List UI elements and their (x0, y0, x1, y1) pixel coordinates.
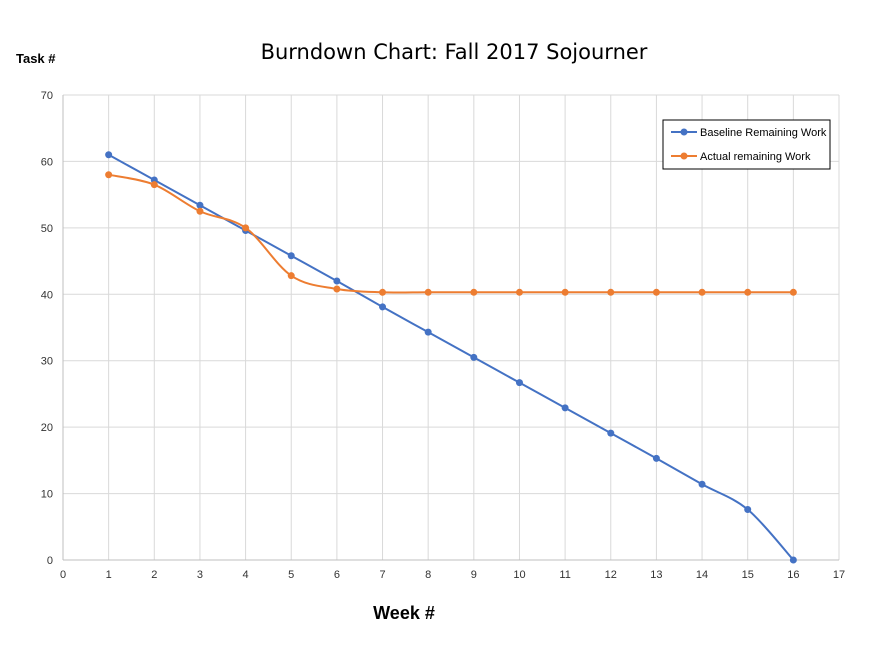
data-point-baseline-week-11 (561, 404, 569, 412)
data-point-actual-week-1 (105, 171, 113, 179)
x-tick-label-5: 5 (288, 569, 294, 581)
series-layer (105, 151, 797, 564)
data-point-actual-week-10 (515, 288, 523, 296)
x-tick-label-13: 13 (650, 569, 662, 581)
data-point-baseline-week-8 (424, 328, 432, 336)
data-point-baseline-week-10 (515, 379, 523, 387)
x-tick-label-10: 10 (513, 569, 525, 581)
legend-label-actual: Actual remaining Work (700, 151, 811, 163)
legend: Baseline Remaining Work Actual remaining… (662, 119, 831, 170)
gridlines (63, 94, 840, 560)
x-tick-label-0: 0 (60, 569, 66, 581)
x-tick-label-11: 11 (559, 569, 570, 581)
data-point-baseline-week-14 (698, 480, 706, 488)
data-point-actual-week-13 (652, 288, 660, 296)
data-point-baseline-week-9 (470, 353, 478, 361)
x-tick-label-6: 6 (334, 569, 340, 581)
y-tick-label-60: 60 (41, 156, 53, 168)
data-point-actual-week-5 (287, 272, 295, 280)
series-line-actual (108, 173, 794, 294)
data-point-baseline-week-12 (607, 429, 615, 437)
data-point-actual-week-3 (196, 207, 204, 215)
y-tick-label-30: 30 (41, 356, 53, 368)
data-point-actual-week-11 (561, 288, 569, 296)
legend-marker-baseline (680, 128, 688, 136)
x-tick-label-14: 14 (696, 569, 708, 581)
data-point-actual-week-9 (470, 288, 478, 296)
y-tick-label-50: 50 (41, 223, 53, 235)
data-point-actual-week-8 (424, 288, 432, 296)
data-point-actual-week-2 (150, 181, 158, 189)
x-tick-label-16: 16 (787, 569, 799, 581)
chart-title: Burndown Chart: Fall 2017 Sojourner (261, 40, 648, 64)
x-tick-label-8: 8 (425, 569, 431, 581)
data-point-actual-week-16 (789, 288, 797, 296)
y-axis-title: Task # (16, 51, 56, 66)
x-tick-label-9: 9 (471, 569, 477, 581)
x-tick-label-2: 2 (151, 569, 157, 581)
data-point-baseline-week-7 (379, 303, 387, 311)
data-point-actual-week-7 (379, 288, 387, 296)
y-tick-label-40: 40 (41, 289, 53, 301)
data-point-baseline-week-15 (744, 506, 752, 514)
data-point-baseline-week-5 (287, 252, 295, 260)
legend-box (662, 119, 831, 170)
y-tick-label-20: 20 (41, 422, 53, 434)
x-tick-label-12: 12 (605, 569, 617, 581)
x-tick-label-3: 3 (197, 569, 203, 581)
data-point-baseline-week-16 (789, 556, 797, 564)
x-tick-label-4: 4 (243, 569, 249, 581)
x-axis-title: Week # (373, 603, 435, 623)
data-point-actual-week-4 (242, 224, 250, 232)
legend-marker-actual (680, 152, 688, 160)
data-point-baseline-week-6 (333, 277, 341, 285)
y-tick-label-70: 70 (41, 90, 53, 102)
y-tick-label-0: 0 (47, 555, 53, 567)
data-point-actual-week-12 (607, 288, 615, 296)
data-point-actual-week-14 (698, 288, 706, 296)
data-point-baseline-week-1 (105, 151, 113, 159)
legend-label-baseline: Baseline Remaining Work (700, 127, 827, 139)
data-point-actual-week-6 (333, 285, 341, 293)
y-tick-label-10: 10 (41, 489, 53, 501)
x-tick-label-17: 17 (833, 569, 845, 581)
x-tick-label-7: 7 (379, 569, 385, 581)
x-tick-label-1: 1 (106, 569, 112, 581)
data-point-baseline-week-13 (652, 454, 660, 462)
data-point-actual-week-15 (744, 288, 752, 296)
x-tick-label-15: 15 (742, 569, 754, 581)
data-point-baseline-week-3 (196, 201, 204, 209)
